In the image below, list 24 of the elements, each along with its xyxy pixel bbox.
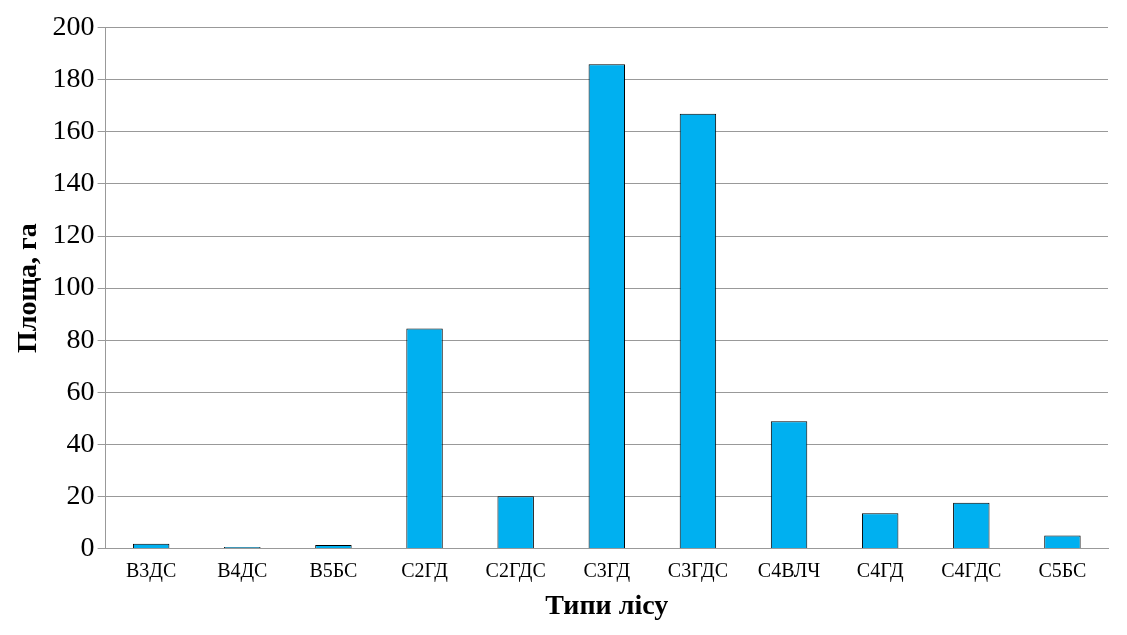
x-tick-label: С5БС xyxy=(1038,558,1087,581)
x-tick-label: С3ГДС xyxy=(667,558,728,582)
y-tick-label: 160 xyxy=(52,114,95,146)
y-tick-label: 180 xyxy=(52,62,95,94)
x-tick-label: С4ВЛЧ xyxy=(757,558,821,581)
x-axis-title: Типи лісу xyxy=(545,589,669,621)
x-tick-label: С2ГДС xyxy=(485,558,546,582)
x-tick-label: С4ГДС xyxy=(941,558,1002,582)
x-tick-label: В3ДС xyxy=(126,558,177,582)
x-tick-label: В4ДС xyxy=(217,558,268,582)
y-tick-label: 40 xyxy=(66,426,95,458)
x-tick-label: В5БС xyxy=(309,558,358,581)
y-tick-label: 0 xyxy=(80,530,95,562)
y-tick-label: 120 xyxy=(52,218,95,250)
y-tick-label: 20 xyxy=(66,478,95,510)
x-tick-label: С4ГД xyxy=(856,558,904,582)
y-tick-label: 140 xyxy=(52,166,95,198)
y-tick-label: 200 xyxy=(52,10,95,42)
x-tick-label: С2ГД xyxy=(401,558,449,582)
y-tick-label: 60 xyxy=(66,374,95,406)
y-tick-label: 80 xyxy=(66,322,95,354)
y-axis-title: Площа, га xyxy=(11,223,43,354)
x-tick-label: С3ГД xyxy=(583,558,631,582)
y-tick-label: 100 xyxy=(52,270,95,302)
